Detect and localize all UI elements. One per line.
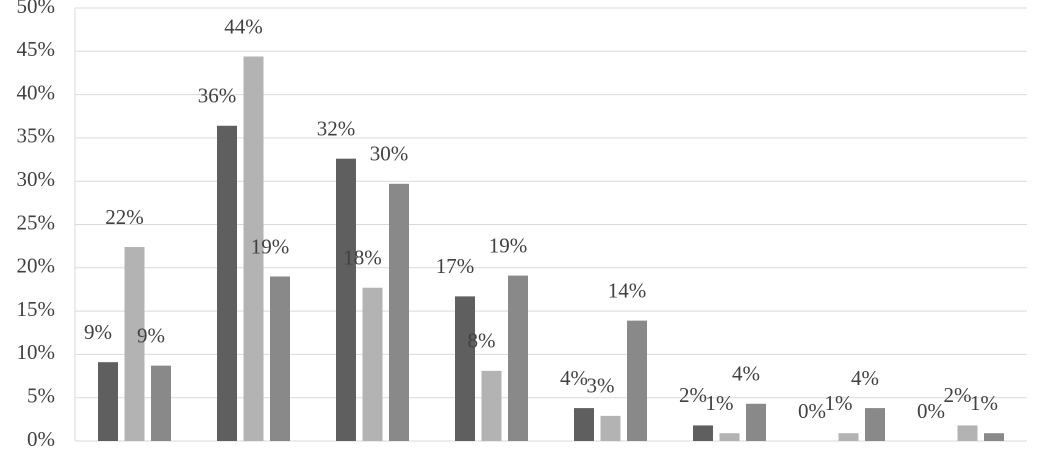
bar — [124, 247, 145, 441]
y-tick-label: 5% — [27, 384, 55, 408]
bar — [746, 403, 766, 441]
bar — [693, 425, 713, 441]
y-tick-label: 30% — [17, 167, 56, 191]
data-label: 1% — [970, 391, 998, 415]
data-label: 19% — [489, 233, 528, 257]
bar — [957, 425, 978, 441]
y-tick-label: 25% — [17, 210, 56, 234]
bar — [270, 276, 290, 441]
data-label: 19% — [251, 234, 290, 258]
data-label: 0% — [917, 399, 945, 423]
data-label: 0% — [798, 399, 826, 423]
data-label: 2% — [679, 383, 707, 407]
bar — [362, 287, 383, 441]
bar — [98, 362, 118, 441]
y-tick-label: 50% — [17, 0, 56, 18]
data-label: 32% — [317, 116, 356, 140]
bar — [719, 433, 740, 441]
bar — [217, 125, 237, 441]
bar — [455, 296, 475, 441]
bar — [336, 158, 356, 441]
y-tick-label: 10% — [17, 340, 56, 364]
data-label: 4% — [560, 366, 588, 390]
bar — [838, 433, 859, 441]
data-label: 9% — [137, 323, 165, 347]
bar — [508, 275, 528, 441]
data-label: 4% — [732, 362, 760, 386]
data-label: 9% — [84, 320, 112, 344]
data-label: 44% — [224, 14, 263, 38]
y-tick-label: 15% — [17, 297, 56, 321]
data-label: 18% — [343, 246, 382, 270]
bar — [243, 56, 264, 441]
data-label: 22% — [105, 205, 144, 229]
bar — [481, 370, 502, 441]
y-tick-label: 20% — [17, 254, 56, 278]
data-label: 8% — [468, 329, 496, 353]
y-tick-label: 35% — [17, 124, 56, 148]
data-label: 1% — [825, 391, 853, 415]
data-label: 3% — [587, 374, 615, 398]
bar — [865, 408, 885, 441]
y-tick-label: 40% — [17, 80, 56, 104]
bar — [151, 365, 171, 441]
bar — [600, 415, 621, 441]
data-label: 4% — [851, 366, 879, 390]
data-label: 2% — [944, 383, 972, 407]
y-tick-label: 45% — [17, 37, 56, 61]
y-tick-label: 0% — [27, 427, 55, 451]
bar — [984, 433, 1004, 441]
data-label: 36% — [198, 84, 237, 108]
data-label: 1% — [706, 391, 734, 415]
bar — [627, 320, 647, 441]
bar — [389, 183, 409, 441]
data-label: 30% — [370, 142, 409, 166]
data-label: 14% — [608, 278, 647, 302]
data-label: 17% — [436, 254, 475, 278]
bar — [574, 408, 594, 441]
